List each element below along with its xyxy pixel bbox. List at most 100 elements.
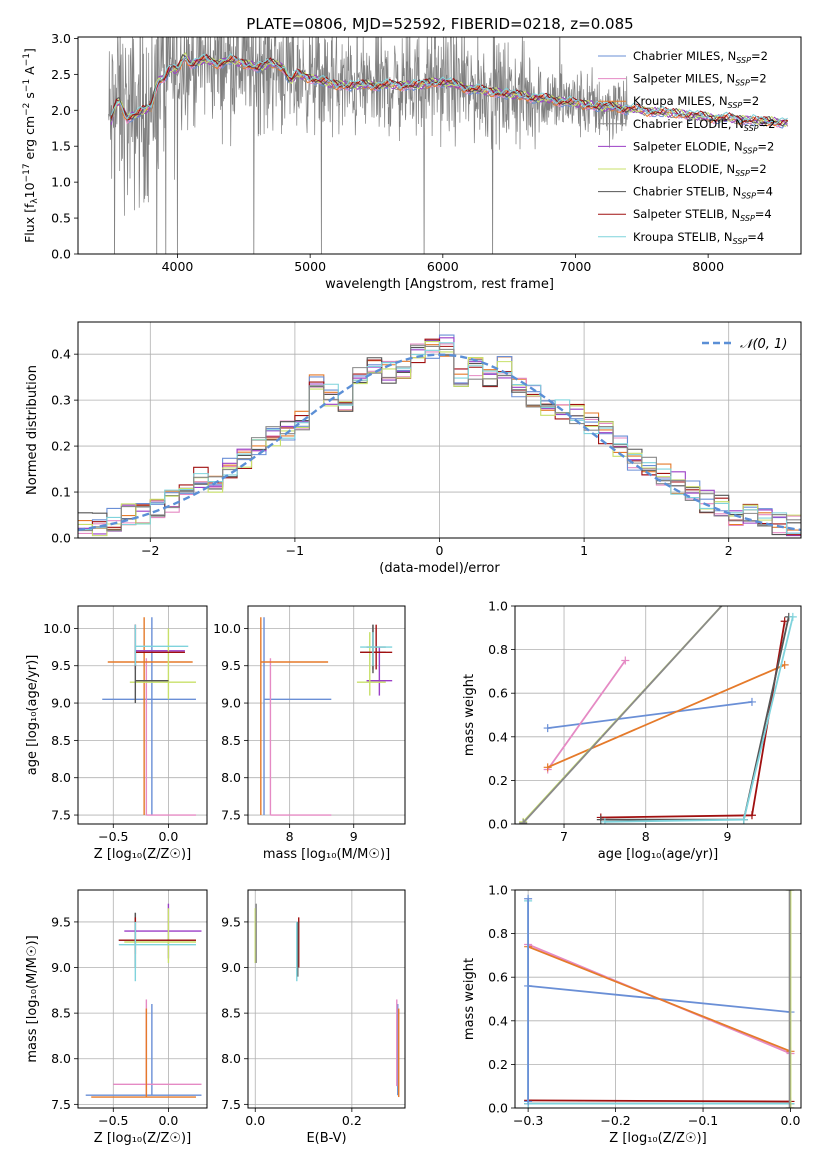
series-marker (596, 815, 605, 824)
series-line (547, 664, 786, 769)
y-tick-label: 8.0 (221, 770, 241, 785)
plot-area (515, 890, 801, 1108)
y-tick-label: 8.0 (51, 770, 71, 785)
series-line (547, 701, 753, 729)
y-tick-label: 8.5 (221, 733, 241, 748)
y-axis-label: mass weight (462, 674, 477, 756)
series-marker (788, 612, 797, 621)
y-label-part: s (22, 92, 37, 103)
chart-panels: 4000 5000 6000 7000 8000 0.0 0.5 1.0 1.5 2.0 2.5 3.… (22, 31, 802, 1146)
y-label-part: −2 (22, 103, 32, 116)
y-label-part: 10 (22, 182, 37, 198)
y-tick-label: 9.5 (51, 658, 71, 673)
x-tick-label: 0.0 (158, 829, 178, 844)
panel-mass-vs-z: −0.5 0.0 7.5 8.0 8.5 9.0 9.5 Z [log₁₀(Z/Z☉)] mas… (25, 889, 208, 1146)
histogram-step (78, 344, 801, 532)
panel-age-vs-z: −0.5 0.0 7.5 8.0 8.5 9.0 9.5 10.0 Z [log₁₀(Z/Z☉)… (25, 605, 208, 862)
x-tick-label: 8000 (692, 259, 724, 274)
series-marker (785, 1104, 794, 1108)
panel-spectrum: 4000 5000 6000 7000 8000 0.0 0.5 1.0 1.5 2.0 2.5 3.… (22, 31, 802, 292)
x-tick-label: 6000 (427, 259, 459, 274)
y-tick-label: 0.8 (488, 642, 508, 657)
model-line-salpeter-stelib (110, 54, 788, 126)
legend-tail: =4 (755, 207, 772, 221)
y-axis-label: Normed distribution (25, 365, 40, 495)
x-tick-label: 0.0 (245, 1113, 265, 1128)
legend-sub: SSP (735, 169, 750, 178)
axes-frame (247, 605, 406, 825)
x-tick-label: 1 (580, 543, 588, 558)
panel-weight-vs-age: 7 8 9 0.0 0.2 0.4 0.6 0.8 1.0 age [log₁₀(age/yr)]… (462, 599, 802, 862)
legend-entry: Chabrier STELIB, NSSP=4 (633, 185, 773, 201)
x-tick-label: 0 (436, 543, 444, 558)
y-tick-label: 9.5 (221, 914, 241, 929)
legend-label: Kroupa ELODIE, N (633, 162, 735, 176)
y-tick-label: 1.0 (51, 175, 71, 190)
legend-entry: Chabrier ELODIE, NSSP=2 (633, 117, 775, 133)
y-axis-label: mass weight (462, 958, 477, 1040)
x-axis-label: wavelength [Angstrom, rest frame] (325, 277, 554, 292)
legend-sub: SSP (735, 79, 750, 88)
y-tick-label: 0.8 (488, 926, 508, 941)
y-tick-label: 0.4 (488, 729, 508, 744)
y-tick-label: 1.0 (488, 599, 508, 614)
y-tick-label: 9.0 (221, 696, 241, 711)
x-axis-label: E(B-V) (306, 1131, 346, 1146)
x-tick-label: 4000 (162, 259, 194, 274)
series-marker (524, 1097, 533, 1106)
y-tick-label: 0.1 (51, 485, 71, 500)
y-tick-label: 8.5 (51, 1006, 71, 1021)
legend-entry: Kroupa MILES, NSSP=2 (633, 94, 759, 110)
y-label-part: −1 (22, 53, 32, 66)
panel-mass-vs-ebv: 0.0 0.2 7.5 8.0 8.5 9.0 9.5 E(B-V) (221, 889, 406, 1146)
legend-sub: SSP (740, 214, 755, 223)
y-axis-label: Flux [fλ10−17 erg cm−2 s−1 A−1] (22, 48, 40, 243)
legend-entry: Salpeter STELIB, NSSP=4 (633, 207, 772, 223)
axes-frame (77, 889, 208, 1109)
x-tick-label: 5000 (294, 259, 326, 274)
legend-label: Salpeter MILES, N (633, 72, 735, 86)
y-tick-label: 0.2 (51, 439, 71, 454)
x-axis-label: (data-model)/error (379, 561, 500, 576)
plot-area (248, 606, 405, 824)
x-tick-label: 8 (642, 829, 650, 844)
y-label-part: λ (30, 198, 40, 204)
legend-sub: SSP (743, 146, 758, 155)
legend-tail: =4 (747, 230, 764, 244)
series-marker (543, 763, 552, 772)
y-label-part: Flux [f (22, 203, 37, 243)
legend-tail: =2 (750, 72, 767, 86)
y-label-part: ] (22, 48, 37, 53)
y-axis-label: mass [log₁₀(M/M☉)] (25, 935, 40, 1062)
y-tick-label: 2.5 (51, 67, 71, 82)
y-label-part: erg cm (22, 116, 37, 164)
plot-area (248, 890, 405, 1108)
series-marker (739, 815, 748, 824)
axes-frame (247, 889, 406, 1109)
legend-tail: =2 (759, 117, 776, 131)
legend-entry: Chabrier MILES, NSSP=2 (633, 49, 768, 65)
x-axis-label: Z [log₁₀(Z/Z☉)] (94, 1131, 191, 1146)
normal-curve (78, 353, 801, 532)
series-line (528, 1099, 791, 1103)
axes-frame (77, 36, 802, 255)
x-tick-label: −1 (286, 543, 304, 558)
y-tick-label: 7.5 (221, 1097, 241, 1112)
x-axis-label: mass [log₁₀(M/M☉)] (263, 847, 390, 862)
series-marker (785, 890, 794, 894)
series-marker (524, 894, 533, 903)
legend-label: Chabrier ELODIE, N (633, 117, 744, 131)
series-line (527, 945, 791, 1053)
axes-frame (514, 605, 802, 825)
x-axis-label: Z [log₁₀(Z/Z☉)] (609, 1131, 706, 1146)
model-line-salpeter-elodie (110, 55, 789, 127)
plot-area (78, 606, 207, 824)
x-tick-label: 7000 (560, 259, 592, 274)
series-marker (543, 724, 552, 733)
legend-sub: SSP (736, 56, 751, 65)
x-tick-label: 2 (725, 543, 733, 558)
x-tick-label: 8 (286, 829, 294, 844)
x-tick-label: −2 (141, 543, 159, 558)
axes-frame (77, 321, 802, 539)
y-label-part: −1 (22, 79, 32, 92)
